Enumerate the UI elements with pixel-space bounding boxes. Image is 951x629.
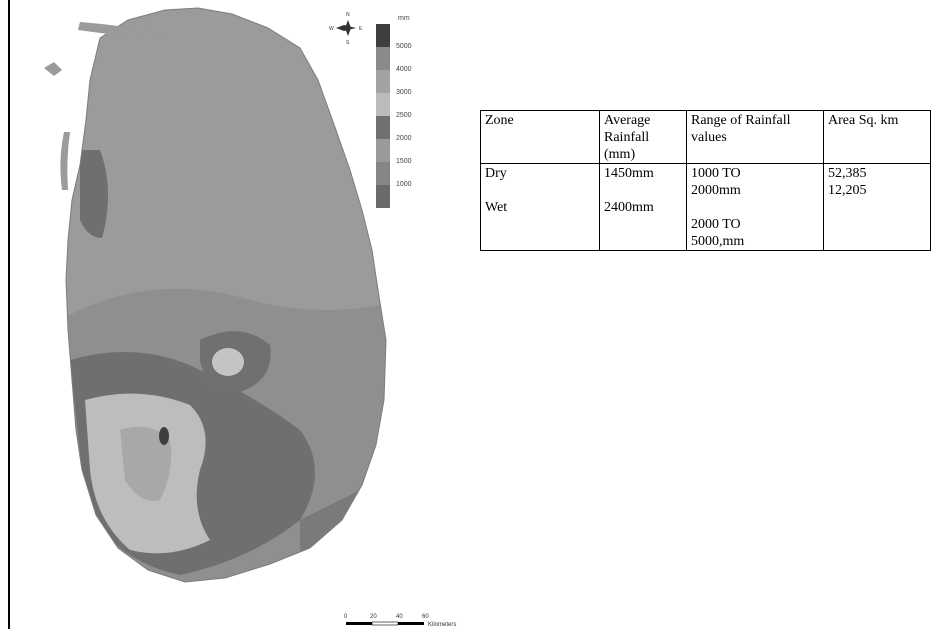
- area-wet: 12,205: [828, 183, 867, 198]
- legend-swatch: [376, 47, 390, 70]
- northern-islands: [78, 22, 165, 40]
- legend-swatch: [376, 162, 390, 185]
- scale-tick-label: 0: [344, 614, 348, 620]
- compass-n-label: N: [346, 12, 350, 18]
- table-header-row: Zone Average Rainfall (mm) Range of Rain…: [480, 110, 931, 164]
- legend-swatch: [376, 93, 390, 116]
- scale-segment-2: [371, 621, 399, 626]
- header-zone: Zone: [480, 110, 600, 164]
- central-rain-core: [212, 348, 244, 376]
- legend-labels: 5000 4000 3000 2500 2000 1500 1000: [396, 43, 412, 188]
- range-cell: 1000 TO 2000mm 2000 TO 5000,mm: [686, 163, 824, 251]
- scale-tick-label: 40: [396, 614, 403, 620]
- area-cell: 52,385 12,205: [823, 163, 931, 251]
- scale-bar: 0 20 40 60 Kilometers: [344, 614, 456, 628]
- legend-label: 1000: [396, 181, 412, 188]
- legend-swatch: [376, 185, 390, 208]
- legend-label: 4000: [396, 66, 412, 73]
- legend-label: 2500: [396, 112, 412, 119]
- rainfall-map: N S E W mm 5000400030002500200015001000 …: [44, 7, 456, 628]
- average-wet: 2400mm: [604, 200, 654, 215]
- average-cell: 1450mm 2400mm: [599, 163, 687, 251]
- scale-tick-label: 60: [422, 614, 429, 620]
- kalpitiya-peninsula: [60, 132, 70, 190]
- compass-w-label: W: [329, 26, 334, 32]
- average-dry: 1450mm: [604, 166, 654, 181]
- compass-s-label: S: [346, 40, 350, 46]
- scale-unit: Kilometers: [428, 622, 456, 628]
- legend-label: 2000: [396, 135, 412, 142]
- legend-label: 1500: [396, 158, 412, 165]
- legend-label: 5000: [396, 43, 412, 50]
- legend-label: 3000: [396, 89, 412, 96]
- header-average: Average Rainfall (mm): [599, 110, 687, 164]
- table-row: Dry Wet 1450mm 2400mm 1000 TO 2000mm 200…: [480, 163, 931, 251]
- compass-e-label: E: [359, 26, 363, 32]
- zone-dry: Dry: [485, 166, 507, 181]
- legend-swatches: [376, 24, 390, 208]
- scale-tick-label: 20: [370, 614, 377, 620]
- peak-rainfall-spot: [159, 427, 169, 445]
- legend-swatch: [376, 116, 390, 139]
- island-outline: [65, 7, 387, 583]
- legend-swatch: [376, 70, 390, 93]
- legend-swatch: [376, 24, 390, 47]
- range-dry: 1000 TO 2000mm: [691, 166, 741, 198]
- compass-needle-ew: [336, 25, 356, 31]
- west-coast-band: [80, 150, 109, 238]
- west-islet: [44, 62, 62, 76]
- zone-cell: Dry Wet: [480, 163, 600, 251]
- wet-zone-inner: [120, 426, 172, 501]
- page-border-line: [8, 0, 10, 629]
- header-area: Area Sq. km: [823, 110, 931, 164]
- legend-unit: mm: [398, 15, 410, 22]
- range-wet: 2000 TO 5000,mm: [691, 217, 745, 249]
- header-range: Range of Rainfall values: [686, 110, 824, 164]
- zone-wet: Wet: [485, 200, 508, 215]
- area-dry: 52,385: [828, 166, 867, 181]
- scale-segment-1: [346, 622, 372, 625]
- compass-rose: N S E W: [329, 12, 363, 46]
- scale-tick-labels: 0 20 40 60: [344, 614, 429, 620]
- legend-swatch: [376, 139, 390, 162]
- rainfall-zone-table: Zone Average Rainfall (mm) Range of Rain…: [480, 110, 931, 251]
- scale-segment-3: [398, 622, 424, 625]
